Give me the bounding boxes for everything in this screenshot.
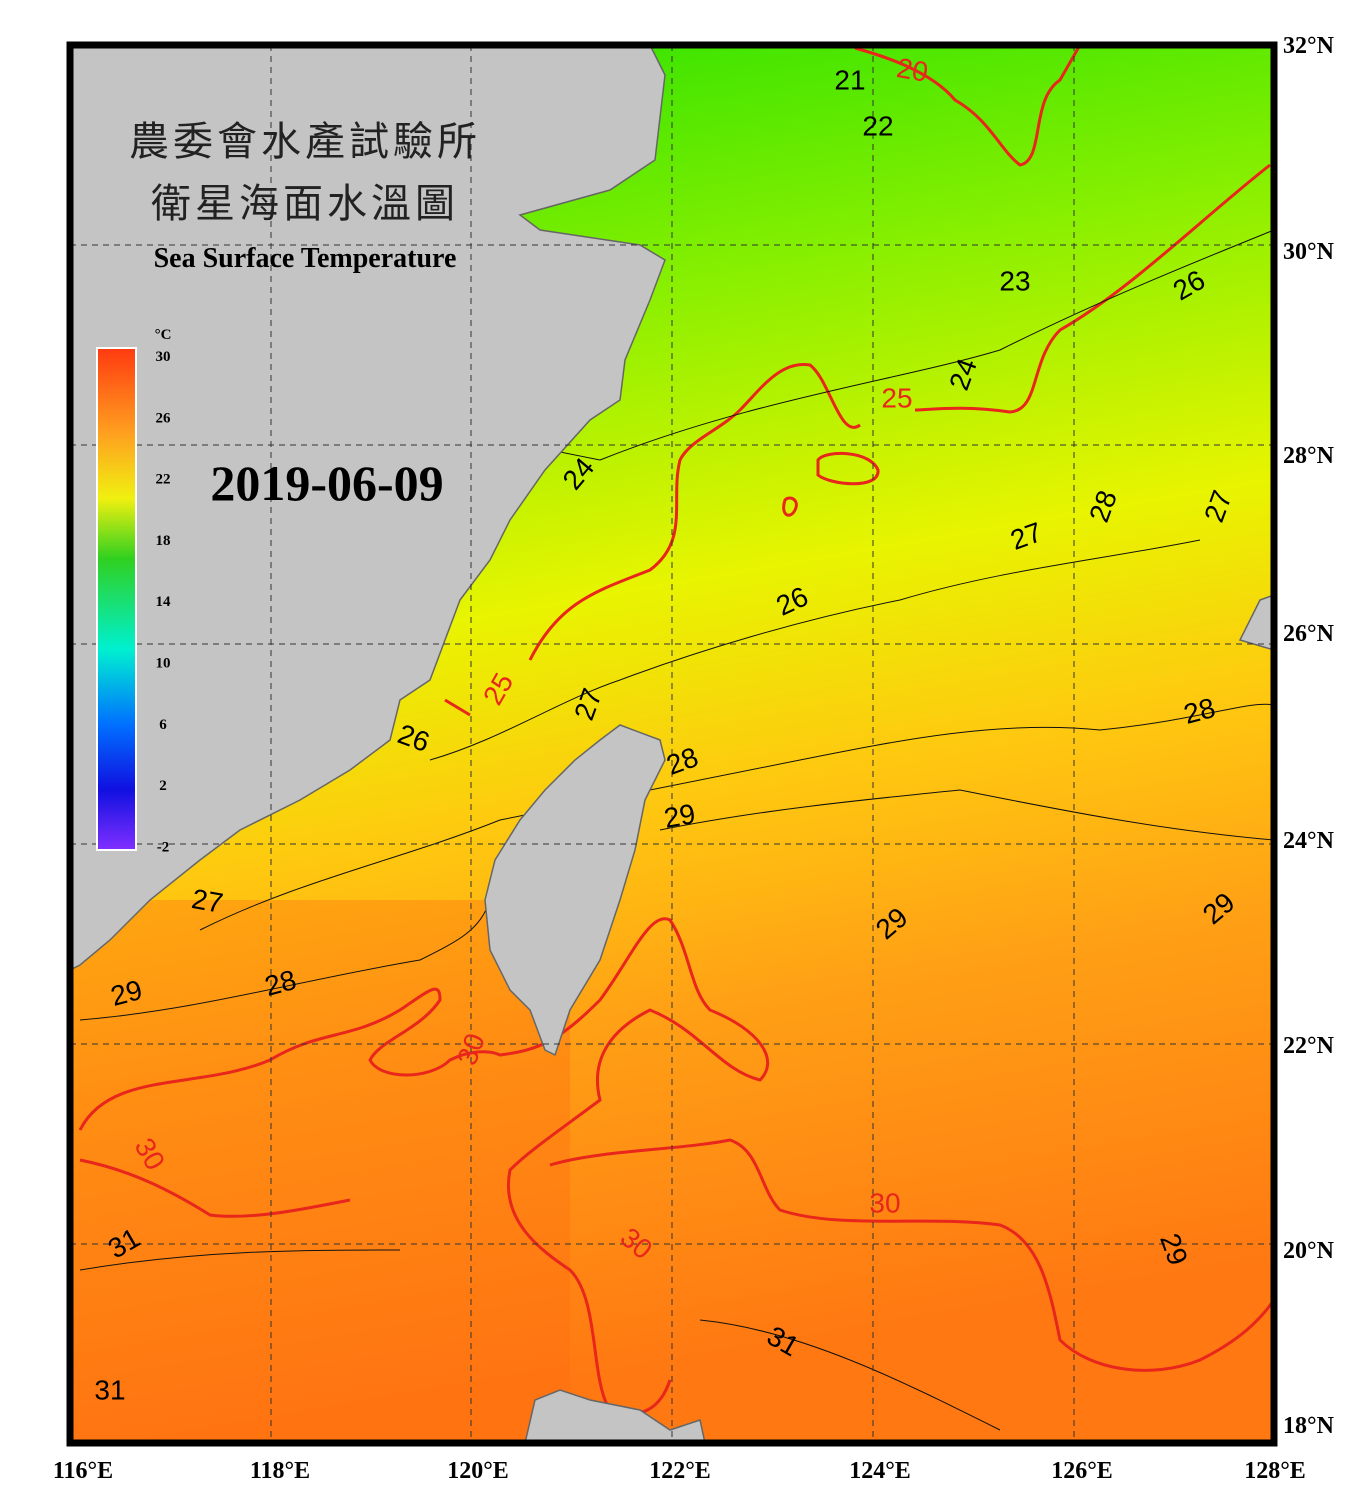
lat-label: 32°N xyxy=(1283,33,1335,59)
colorbar-tick-label: 26 xyxy=(156,410,172,426)
date: 2019-06-09 xyxy=(210,455,443,511)
colorbar-tick-label: 14 xyxy=(156,594,172,610)
colorbar-ticks: 30 26 22 18 14 10 6 2 -2 xyxy=(156,349,172,855)
warm-patch xyxy=(70,900,570,1443)
colorbar-tick-label: 18 xyxy=(156,533,171,549)
colorbar-tick-label: 6 xyxy=(159,717,167,733)
contour-label: 25 xyxy=(881,382,912,413)
lat-label: 28°N xyxy=(1283,443,1335,469)
colorbar-tick-label: -2 xyxy=(157,839,170,855)
contour-25b xyxy=(782,451,880,517)
lon-label: 120°E xyxy=(447,1458,509,1484)
contour-label: 29 xyxy=(662,798,698,834)
contour-line xyxy=(659,789,1274,841)
contour-25 xyxy=(444,163,1271,717)
contour-label: 23 xyxy=(999,265,1030,296)
lat-label: 26°N xyxy=(1283,621,1335,647)
title-zh-1: 農委會水產試驗所 xyxy=(129,119,481,165)
land-ryukyu xyxy=(1238,594,1274,651)
title-zh-2: 衛星海面水溫圖 xyxy=(151,181,459,227)
lon-label: 116°E xyxy=(53,1458,113,1484)
lon-label: 126°E xyxy=(1051,1458,1113,1484)
lon-label: 124°E xyxy=(849,1458,911,1484)
contour-30b xyxy=(79,1138,1274,1372)
colorbar-tick-label: 2 xyxy=(159,778,167,794)
lat-label: 18°N xyxy=(1283,1413,1335,1439)
contour-label: 30 xyxy=(869,1187,900,1218)
lon-label: 128°E xyxy=(1244,1458,1306,1484)
graticule xyxy=(70,45,1274,1443)
contour-20 xyxy=(854,45,1082,167)
lon-label: 118°E xyxy=(250,1458,310,1484)
land-china xyxy=(70,45,666,971)
contour-line xyxy=(79,899,491,1021)
colorbar-tick-label: 30 xyxy=(156,349,171,365)
lat-label: 20°N xyxy=(1283,1238,1335,1264)
colorbar xyxy=(96,347,137,851)
contour-line xyxy=(79,1249,1001,1431)
axis-labels: 116°E 118°E 120°E 122°E 124°E 126°E 128°E 32°N 3… xyxy=(53,33,1335,1484)
contour-label: 22 xyxy=(862,110,893,141)
contour-line xyxy=(429,539,1201,761)
contour-label: 21 xyxy=(834,64,865,95)
contour-label: 20 xyxy=(894,52,930,88)
colorbar-unit: °C xyxy=(155,327,172,343)
land-luzon xyxy=(524,1389,706,1443)
lat-label: 24°N xyxy=(1283,828,1335,854)
map-frame xyxy=(66,41,1278,1447)
lat-label: 22°N xyxy=(1283,1033,1335,1059)
colorbar-tick-label: 10 xyxy=(156,656,171,672)
contour-30 xyxy=(78,917,770,1416)
title-en: Sea Surface Temperature xyxy=(154,243,457,274)
contour-label: 31 xyxy=(94,1374,125,1405)
contour-line xyxy=(199,703,1274,931)
colorbar-tick-label: 22 xyxy=(156,472,171,488)
contour-label: 27 xyxy=(189,883,225,919)
lon-label: 122°E xyxy=(649,1458,711,1484)
land-taiwan xyxy=(484,724,666,1057)
lat-label: 30°N xyxy=(1283,239,1335,265)
